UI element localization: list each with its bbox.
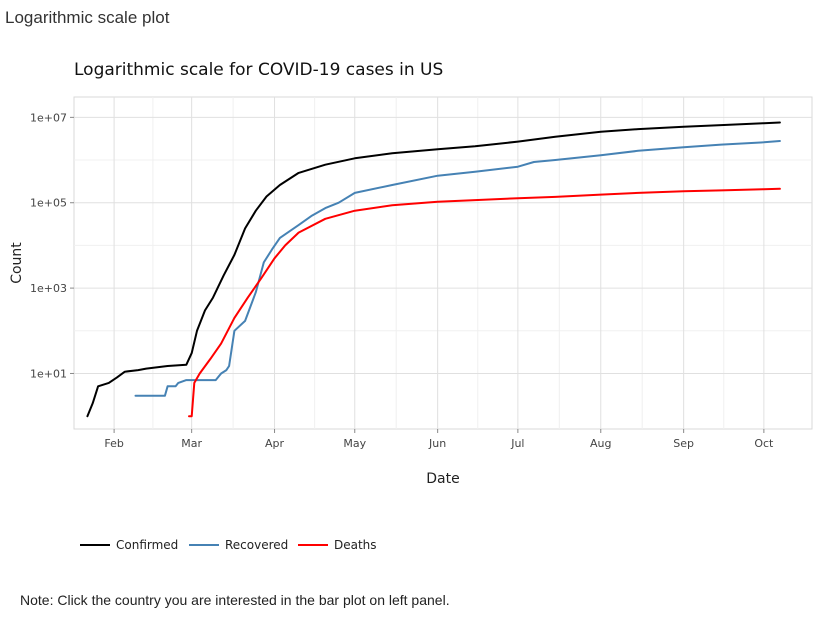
legend[interactable]: Confirmed Recovered Deaths (80, 538, 377, 552)
x-tick-label: Jun (428, 437, 446, 450)
x-tick-label: Sep (673, 437, 694, 450)
legend-item-confirmed[interactable]: Confirmed (80, 538, 178, 552)
instruction-note: Note: Click the country you are interest… (20, 592, 450, 608)
series-line-deaths (188, 187, 781, 418)
covid-log-chart: Logarithmic scale for COVID-19 cases in … (9, 60, 813, 552)
grid-lines (74, 97, 812, 429)
legend-label: Deaths (334, 538, 377, 552)
y-tick-label: 1e+01 (30, 367, 67, 380)
series-lines (86, 121, 781, 418)
chart-title: Logarithmic scale for COVID-19 cases in … (74, 60, 443, 80)
y-tick-label: 1e+07 (30, 111, 67, 124)
x-tick-label: May (343, 437, 366, 450)
x-tick-label: Apr (265, 437, 285, 450)
y-axis-title: Count (9, 242, 25, 284)
legend-item-deaths[interactable]: Deaths (298, 538, 377, 552)
x-tick-label: Aug (590, 437, 611, 450)
legend-label: Recovered (225, 538, 288, 552)
y-axis-ticks: 1e+01 1e+03 1e+05 1e+07 (30, 111, 74, 380)
x-tick-label: Jul (510, 437, 524, 450)
x-tick-label: Oct (754, 437, 774, 450)
x-tick-label: Mar (181, 437, 202, 450)
y-tick-label: 1e+05 (30, 197, 67, 210)
legend-label: Confirmed (116, 538, 178, 552)
series-line-confirmed (86, 121, 781, 418)
y-tick-label: 1e+03 (30, 282, 67, 295)
x-axis-title: Date (426, 471, 459, 487)
x-tick-label: Feb (104, 437, 123, 450)
x-axis-ticks: Feb Mar Apr May Jun Jul Aug Sep Oct (104, 429, 774, 450)
panel-title: Logarithmic scale plot (5, 8, 170, 27)
legend-item-recovered[interactable]: Recovered (189, 538, 288, 552)
